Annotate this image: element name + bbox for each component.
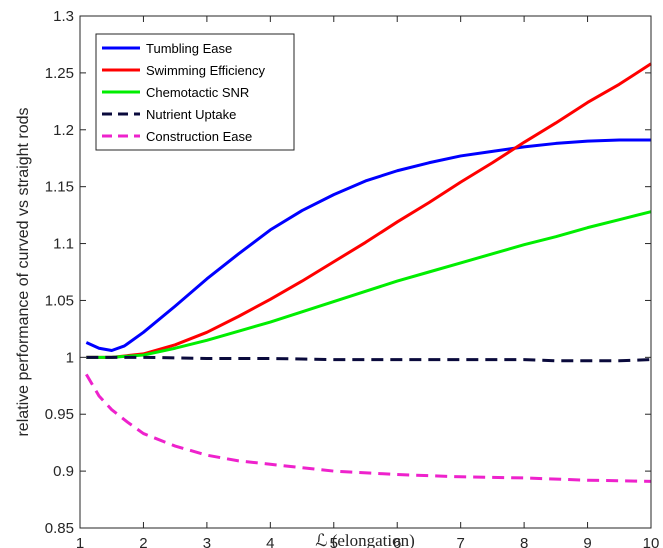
y-tick-label: 1.05 [45,292,74,309]
y-tick-label: 1.3 [53,8,74,25]
x-tick-label: 3 [203,535,211,548]
tick-layer: 1 2 3 4 5 6 7 8 9 10 0.85 0.9 0.95 1 1.05 1.1 1.15 1.2 1.2… [45,8,660,548]
x-tick-label: 4 [266,535,274,548]
series-line-tumbling-ease [85,138,651,353]
y-tick-label: 0.9 [53,463,74,480]
x-tick-label: 9 [583,535,591,548]
plot-frame [79,15,652,529]
y-tick-label: 1.15 [45,179,74,196]
legend-label: Construction Ease [146,129,252,144]
x-tick-label: 8 [520,535,528,548]
legend: Tumbling Ease Swimming Efficiency Chemotac… [95,33,295,151]
legend-label: Chemotactic SNR [146,85,249,100]
y-tick-label: 1.2 [53,122,74,139]
y-tick-label: 1 [66,349,74,366]
legend-label: Tumbling Ease [146,41,232,56]
legend-label: Nutrient Uptake [146,107,236,122]
y-tick-label: 1.25 [45,65,74,82]
x-tick-label: 10 [643,535,660,548]
y-tick-label: 1.1 [53,236,74,253]
x-tick-label: 7 [456,535,464,548]
series-line-construction-ease [85,373,652,483]
x-tick-label: 2 [139,535,147,548]
y-tick-label: 0.85 [45,520,74,537]
legend-label: Swimming Efficiency [146,63,265,78]
series-line-nutrient-uptake [86,355,652,363]
y-axis-title: relative performance of curved vs straig… [15,107,32,436]
x-tick-label: 6 [393,535,401,548]
x-tick-label: 5 [330,535,338,548]
y-tick-label: 0.95 [45,406,74,423]
series-line-swimming-efficiency [86,62,652,359]
x-axis-title: ℒ (elongation) [315,531,415,548]
series-line-chemotactic-snr [86,210,652,359]
series-layer [85,62,652,483]
x-tick-label: 1 [76,535,84,548]
